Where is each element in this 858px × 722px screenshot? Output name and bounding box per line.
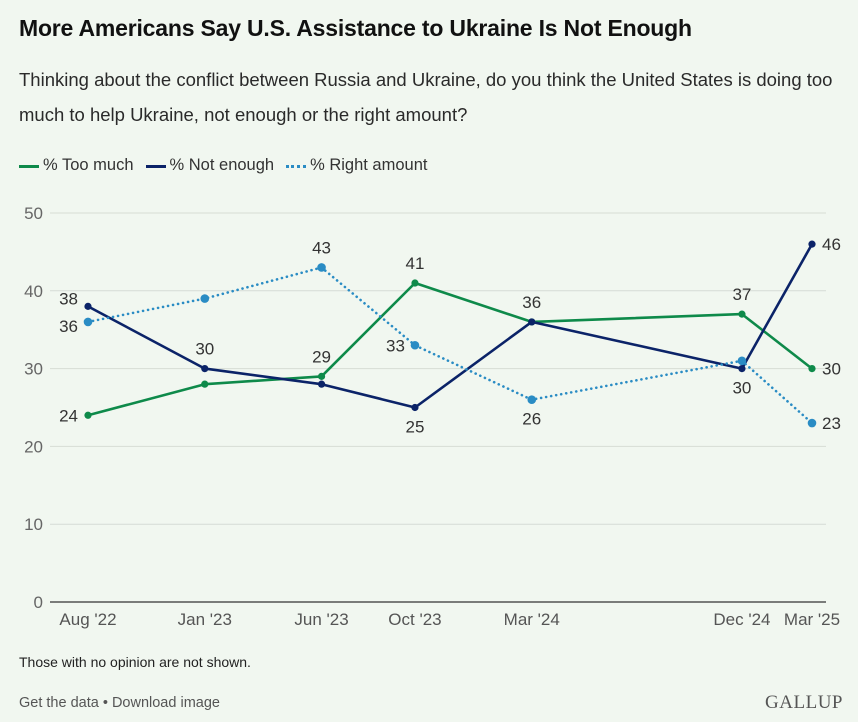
footer-links: Get the data • Download image bbox=[19, 695, 220, 711]
x-tick-label: Dec '24 bbox=[713, 610, 770, 629]
data-point bbox=[317, 372, 326, 380]
data-point bbox=[200, 294, 210, 303]
gallup-logo: GALLUP bbox=[765, 692, 843, 713]
data-point bbox=[411, 403, 419, 412]
data-label: 36 bbox=[59, 317, 78, 336]
data-label: 30 bbox=[822, 360, 841, 379]
data-point bbox=[84, 411, 92, 419]
legend-swatch-not-enough bbox=[145, 165, 166, 168]
line-chart: 0 10 20 30 40 50 Aug '22 Jan '23 Jun '23 Oct '23… bbox=[24, 204, 841, 629]
x-tick-label: Jan '23 bbox=[178, 610, 232, 629]
legend-item-right-amount: % Right amount bbox=[286, 156, 427, 175]
x-tick-label: Aug '22 bbox=[59, 610, 116, 629]
chart-subtitle: Thinking about the conflict between Russ… bbox=[19, 69, 833, 125]
series-points bbox=[83, 240, 817, 428]
data-point bbox=[528, 318, 536, 326]
data-point bbox=[411, 279, 419, 287]
data-label: 29 bbox=[312, 347, 331, 366]
data-point bbox=[527, 395, 537, 405]
data-point bbox=[808, 240, 816, 248]
data-point bbox=[410, 340, 420, 350]
data-label: 36 bbox=[522, 293, 541, 312]
data-point bbox=[84, 302, 92, 310]
chart-title: More Americans Say U.S. Assistance to Uk… bbox=[19, 15, 692, 41]
y-tick-label: 30 bbox=[24, 360, 43, 379]
data-point bbox=[738, 310, 746, 318]
data-point bbox=[807, 418, 817, 428]
data-label: 25 bbox=[406, 418, 425, 437]
data-label: 41 bbox=[406, 254, 425, 273]
data-label: 37 bbox=[732, 285, 751, 304]
data-label: 24 bbox=[59, 406, 78, 425]
data-labels: 24 29 41 37 30 38 30 25 36 30 46 36 43 33 26 23 bbox=[59, 235, 841, 436]
data-point bbox=[317, 380, 326, 388]
data-label: 30 bbox=[195, 340, 214, 359]
x-tick-label: Jun '23 bbox=[294, 610, 348, 629]
data-point bbox=[201, 380, 209, 388]
legend-label-not-enough: % Not enough bbox=[169, 156, 275, 174]
legend-swatch-right-amount bbox=[286, 165, 307, 168]
data-point bbox=[738, 365, 746, 373]
y-tick-label: 10 bbox=[24, 515, 43, 534]
gridlines bbox=[50, 212, 826, 603]
y-tick-label: 50 bbox=[24, 204, 43, 223]
legend-label-too-much: % Too much bbox=[43, 156, 134, 174]
data-label: 30 bbox=[732, 379, 751, 398]
legend: % Too much % Not enough % Right amount bbox=[19, 156, 439, 175]
series-lines bbox=[86, 243, 814, 425]
x-axis: Aug '22 Jan '23 Jun '23 Oct '23 Mar '24 Dec '… bbox=[59, 610, 840, 629]
data-label: 23 bbox=[822, 414, 841, 433]
legend-item-too-much: % Too much bbox=[19, 156, 134, 175]
y-axis: 0 10 20 30 40 50 bbox=[24, 204, 43, 612]
x-tick-label: Mar '24 bbox=[504, 610, 560, 629]
data-label: 26 bbox=[522, 410, 541, 429]
data-label: 46 bbox=[822, 235, 841, 254]
y-tick-label: 20 bbox=[24, 437, 43, 456]
legend-swatch-too-much bbox=[19, 165, 39, 168]
footer-separator: • bbox=[102, 695, 108, 711]
x-tick-label: Oct '23 bbox=[388, 610, 441, 629]
y-tick-label: 0 bbox=[34, 593, 43, 612]
y-tick-label: 40 bbox=[24, 282, 43, 301]
data-label: 38 bbox=[59, 289, 78, 308]
legend-item-not-enough: % Not enough bbox=[145, 156, 275, 175]
series-line-not-enough bbox=[87, 243, 814, 409]
data-point bbox=[83, 317, 93, 327]
data-point bbox=[808, 365, 816, 373]
get-data-link[interactable]: Get the data bbox=[19, 695, 99, 711]
data-label: 33 bbox=[386, 336, 405, 355]
data-point bbox=[317, 263, 326, 272]
data-point bbox=[201, 365, 209, 373]
data-point bbox=[737, 356, 747, 366]
download-image-link[interactable]: Download image bbox=[111, 695, 220, 711]
footnote: Those with no opinion are not shown. bbox=[19, 654, 251, 670]
data-label: 43 bbox=[312, 238, 331, 257]
x-tick-label: Mar '25 bbox=[784, 610, 840, 629]
legend-label-right-amount: % Right amount bbox=[310, 156, 428, 174]
